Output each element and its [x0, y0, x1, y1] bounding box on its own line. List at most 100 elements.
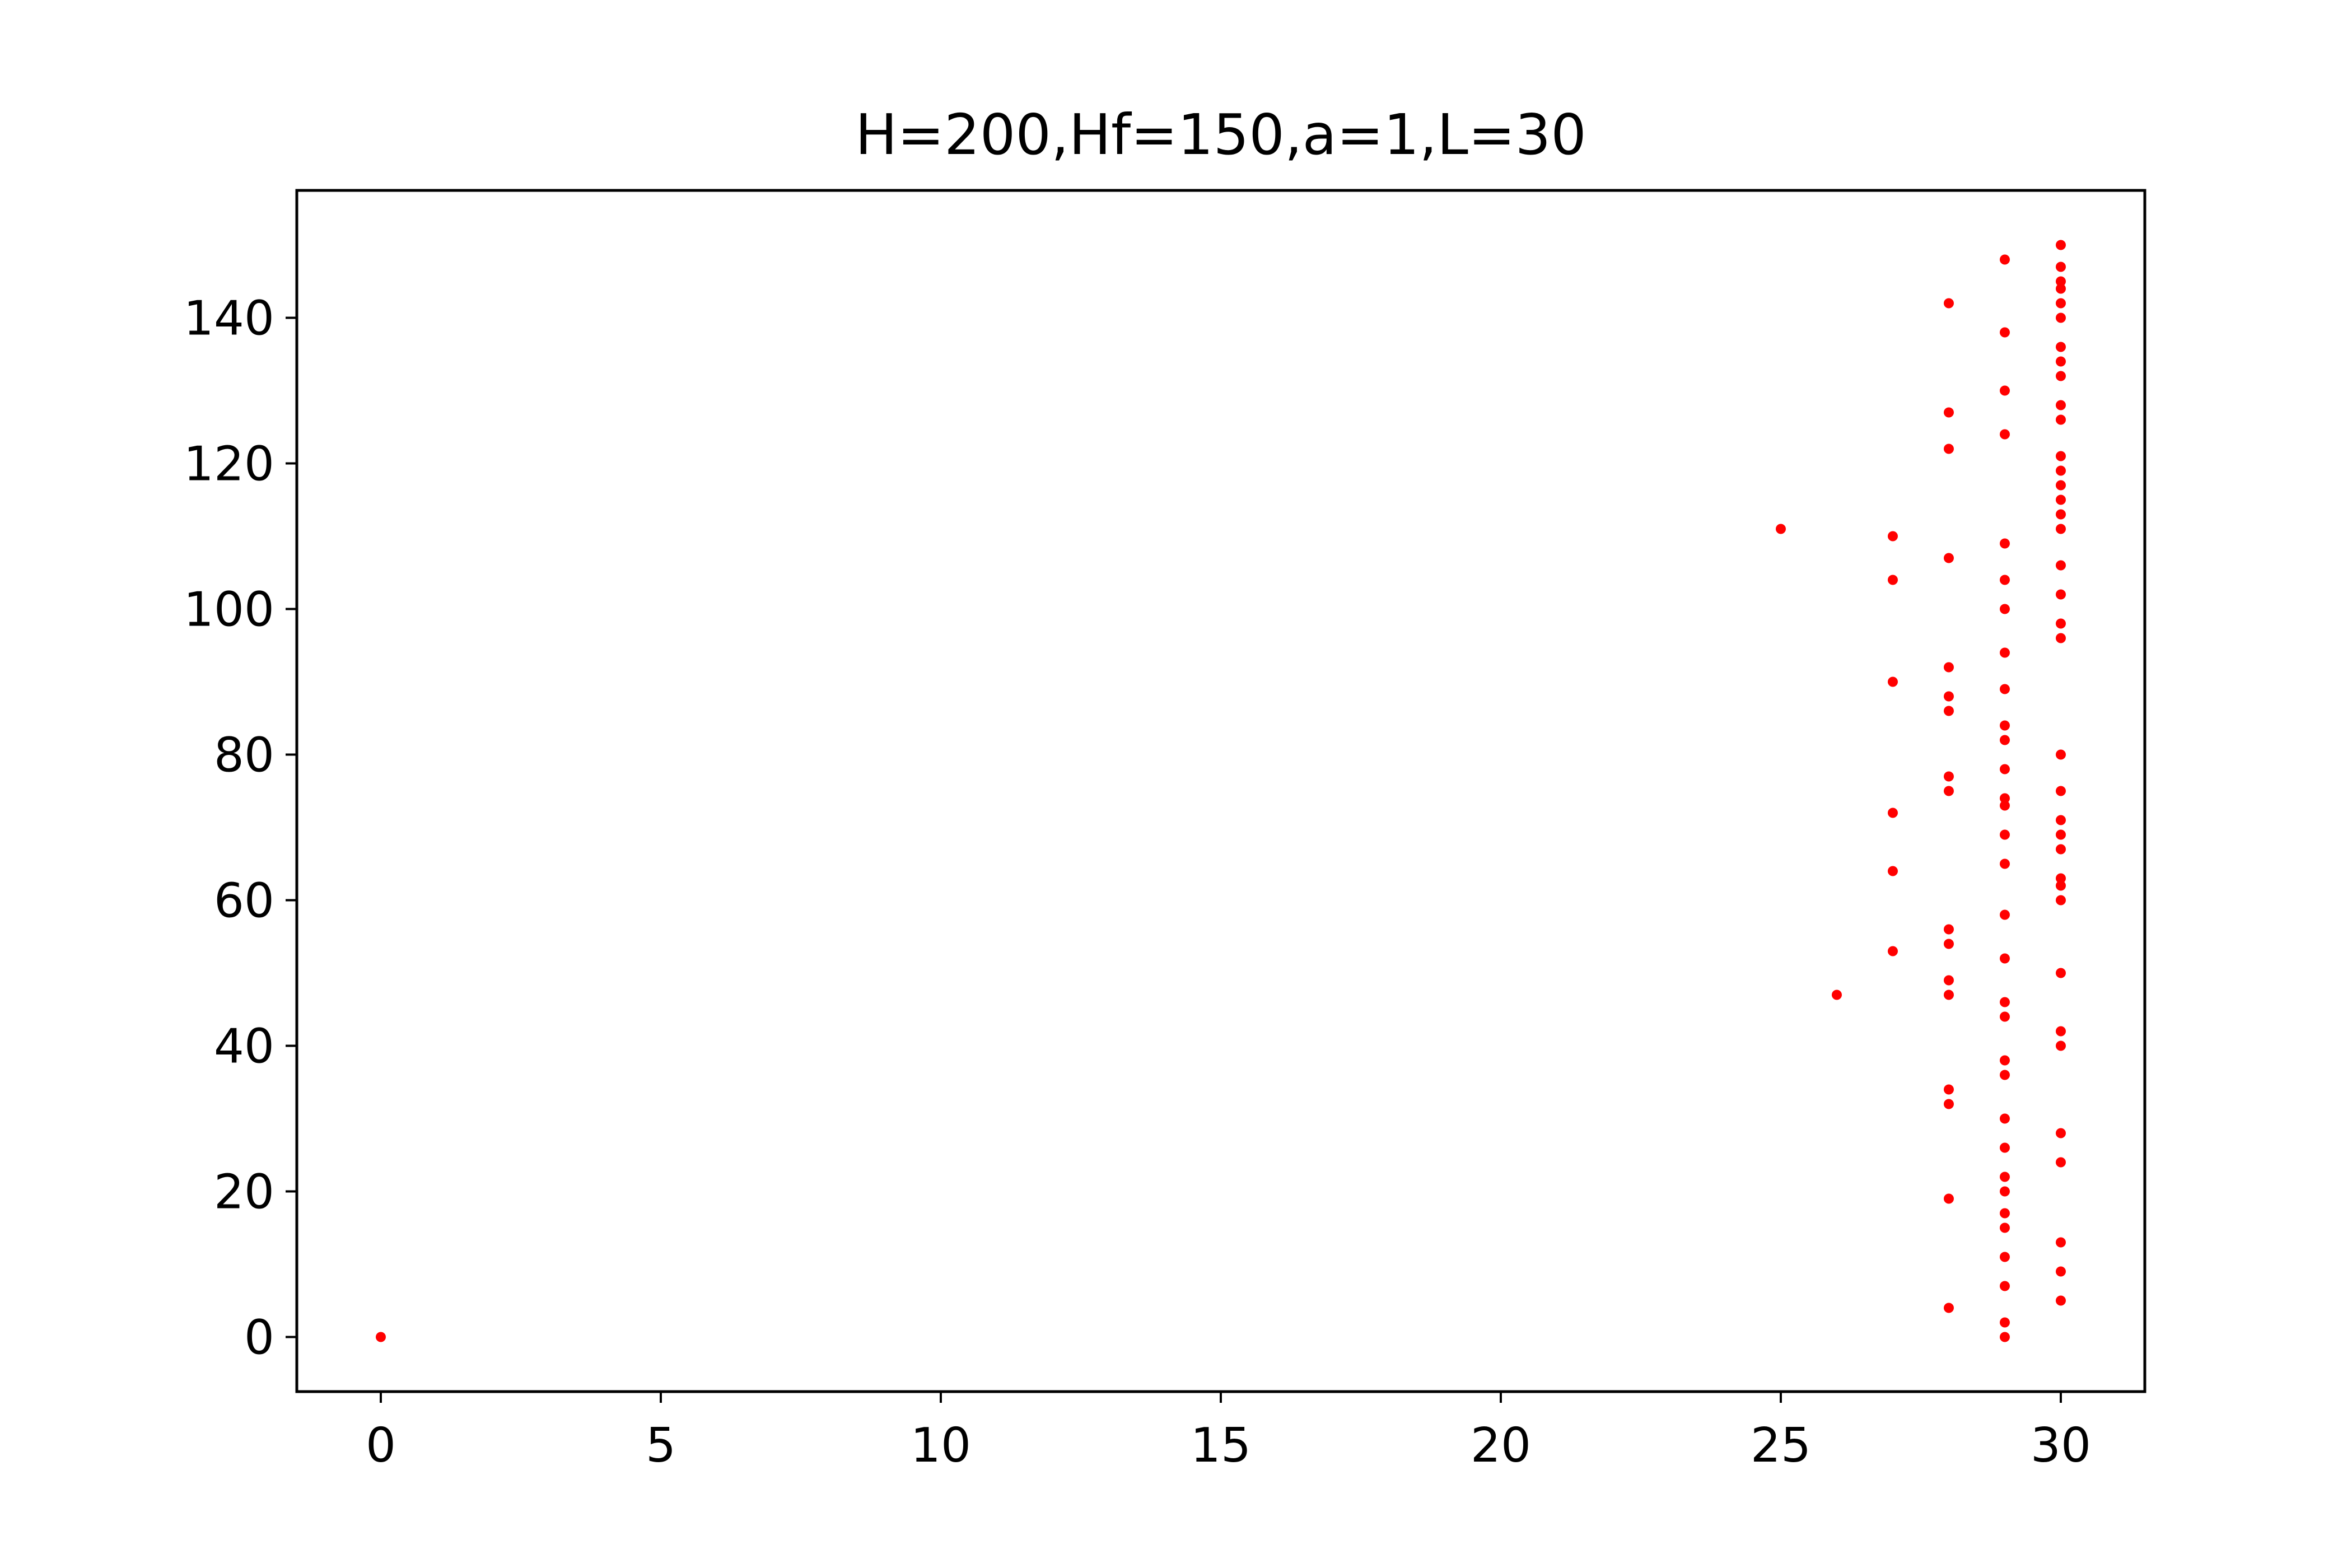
data-points [376, 240, 2066, 1342]
data-point [2000, 1172, 2010, 1182]
data-point [2000, 604, 2010, 614]
data-point [2056, 829, 2066, 840]
data-point [2000, 1142, 2010, 1153]
data-point [2056, 342, 2066, 352]
x-tick-label: 5 [646, 1418, 676, 1473]
data-point [2000, 1113, 2010, 1124]
data-point [2000, 793, 2010, 804]
data-point [1944, 553, 1954, 563]
y-tick-label: 140 [184, 291, 274, 347]
data-point [2056, 844, 2066, 855]
x-tick-label: 10 [911, 1418, 971, 1473]
data-point [2000, 800, 2010, 811]
data-point [2056, 873, 2066, 884]
data-point [2000, 1332, 2010, 1342]
data-point [2000, 858, 2010, 869]
data-point [2056, 589, 2066, 600]
data-point [2000, 1208, 2010, 1219]
data-point [2000, 575, 2010, 585]
data-point [2000, 829, 2010, 840]
data-point [2056, 633, 2066, 643]
data-point [2000, 254, 2010, 265]
data-point [2056, 1040, 2066, 1051]
data-point [2056, 1295, 2066, 1306]
data-point [2056, 312, 2066, 323]
chart-title: H=200,Hf=150,a=1,L=30 [855, 102, 1586, 167]
x-tick-label: 15 [1191, 1418, 1251, 1473]
data-point [1776, 524, 1786, 534]
data-point [2056, 618, 2066, 629]
data-point [1944, 939, 1954, 949]
data-point [1944, 1193, 1954, 1204]
x-tick-label: 25 [1751, 1418, 1811, 1473]
data-point [1832, 990, 1842, 1000]
data-point [2056, 1026, 2066, 1037]
data-point [1944, 786, 1954, 796]
data-point [2056, 509, 2066, 520]
data-point [2000, 429, 2010, 440]
data-point [1944, 771, 1954, 782]
data-point [1888, 866, 1898, 876]
data-point [2056, 1237, 2066, 1248]
data-point [2000, 1070, 2010, 1080]
y-tick-label: 120 [184, 437, 274, 492]
data-point [1944, 662, 1954, 673]
y-tick-label: 20 [214, 1165, 274, 1220]
data-point [2056, 465, 2066, 476]
data-point [2056, 749, 2066, 760]
data-point [1944, 1084, 1954, 1095]
y-tick-label: 100 [184, 582, 274, 638]
data-point [2000, 997, 2010, 1007]
data-point [1888, 946, 1898, 956]
data-point [2056, 1266, 2066, 1277]
data-point [2056, 494, 2066, 505]
data-point [1944, 1303, 1954, 1313]
data-point [1944, 975, 1954, 986]
data-point [2056, 480, 2066, 491]
data-point [2000, 538, 2010, 549]
data-point [2056, 451, 2066, 461]
data-point [1888, 575, 1898, 585]
x-tick-label: 30 [2031, 1418, 2091, 1473]
data-point [1944, 298, 1954, 309]
data-point [2056, 786, 2066, 796]
data-point [1888, 676, 1898, 687]
data-point [2056, 560, 2066, 571]
data-point [1888, 808, 1898, 818]
data-point [2000, 764, 2010, 774]
data-point [2000, 1055, 2010, 1066]
x-tick-label: 0 [366, 1418, 396, 1473]
x-axis-ticks: 0 5 10 15 20 25 30 [366, 1392, 2091, 1473]
data-point [2000, 1222, 2010, 1233]
data-point [1944, 691, 1954, 702]
data-point [2056, 815, 2066, 825]
y-tick-label: 40 [214, 1019, 274, 1075]
data-point [2056, 1157, 2066, 1168]
data-point [2056, 1128, 2066, 1138]
y-tick-label: 60 [214, 874, 274, 929]
y-axis-ticks: 0 20 40 60 80 100 120 140 [184, 291, 297, 1366]
data-point [2056, 276, 2066, 287]
data-point [2000, 327, 2010, 338]
y-tick-label: 0 [244, 1310, 274, 1366]
data-point [1944, 444, 1954, 454]
data-point [2000, 385, 2010, 396]
data-point [2000, 953, 2010, 964]
data-point [2000, 1186, 2010, 1197]
data-point [1944, 1099, 1954, 1109]
data-point [2056, 968, 2066, 978]
data-point [2000, 1317, 2010, 1328]
data-point [2056, 283, 2066, 294]
data-point [2000, 720, 2010, 731]
data-point [2056, 298, 2066, 309]
data-point [1944, 990, 1954, 1000]
data-point [2000, 909, 2010, 920]
data-point [2000, 1252, 2010, 1262]
data-point [1944, 407, 1954, 418]
data-point [2000, 1011, 2010, 1022]
data-point [2056, 400, 2066, 410]
data-point [2056, 880, 2066, 891]
data-point [2000, 1281, 2010, 1291]
data-point [2056, 262, 2066, 272]
